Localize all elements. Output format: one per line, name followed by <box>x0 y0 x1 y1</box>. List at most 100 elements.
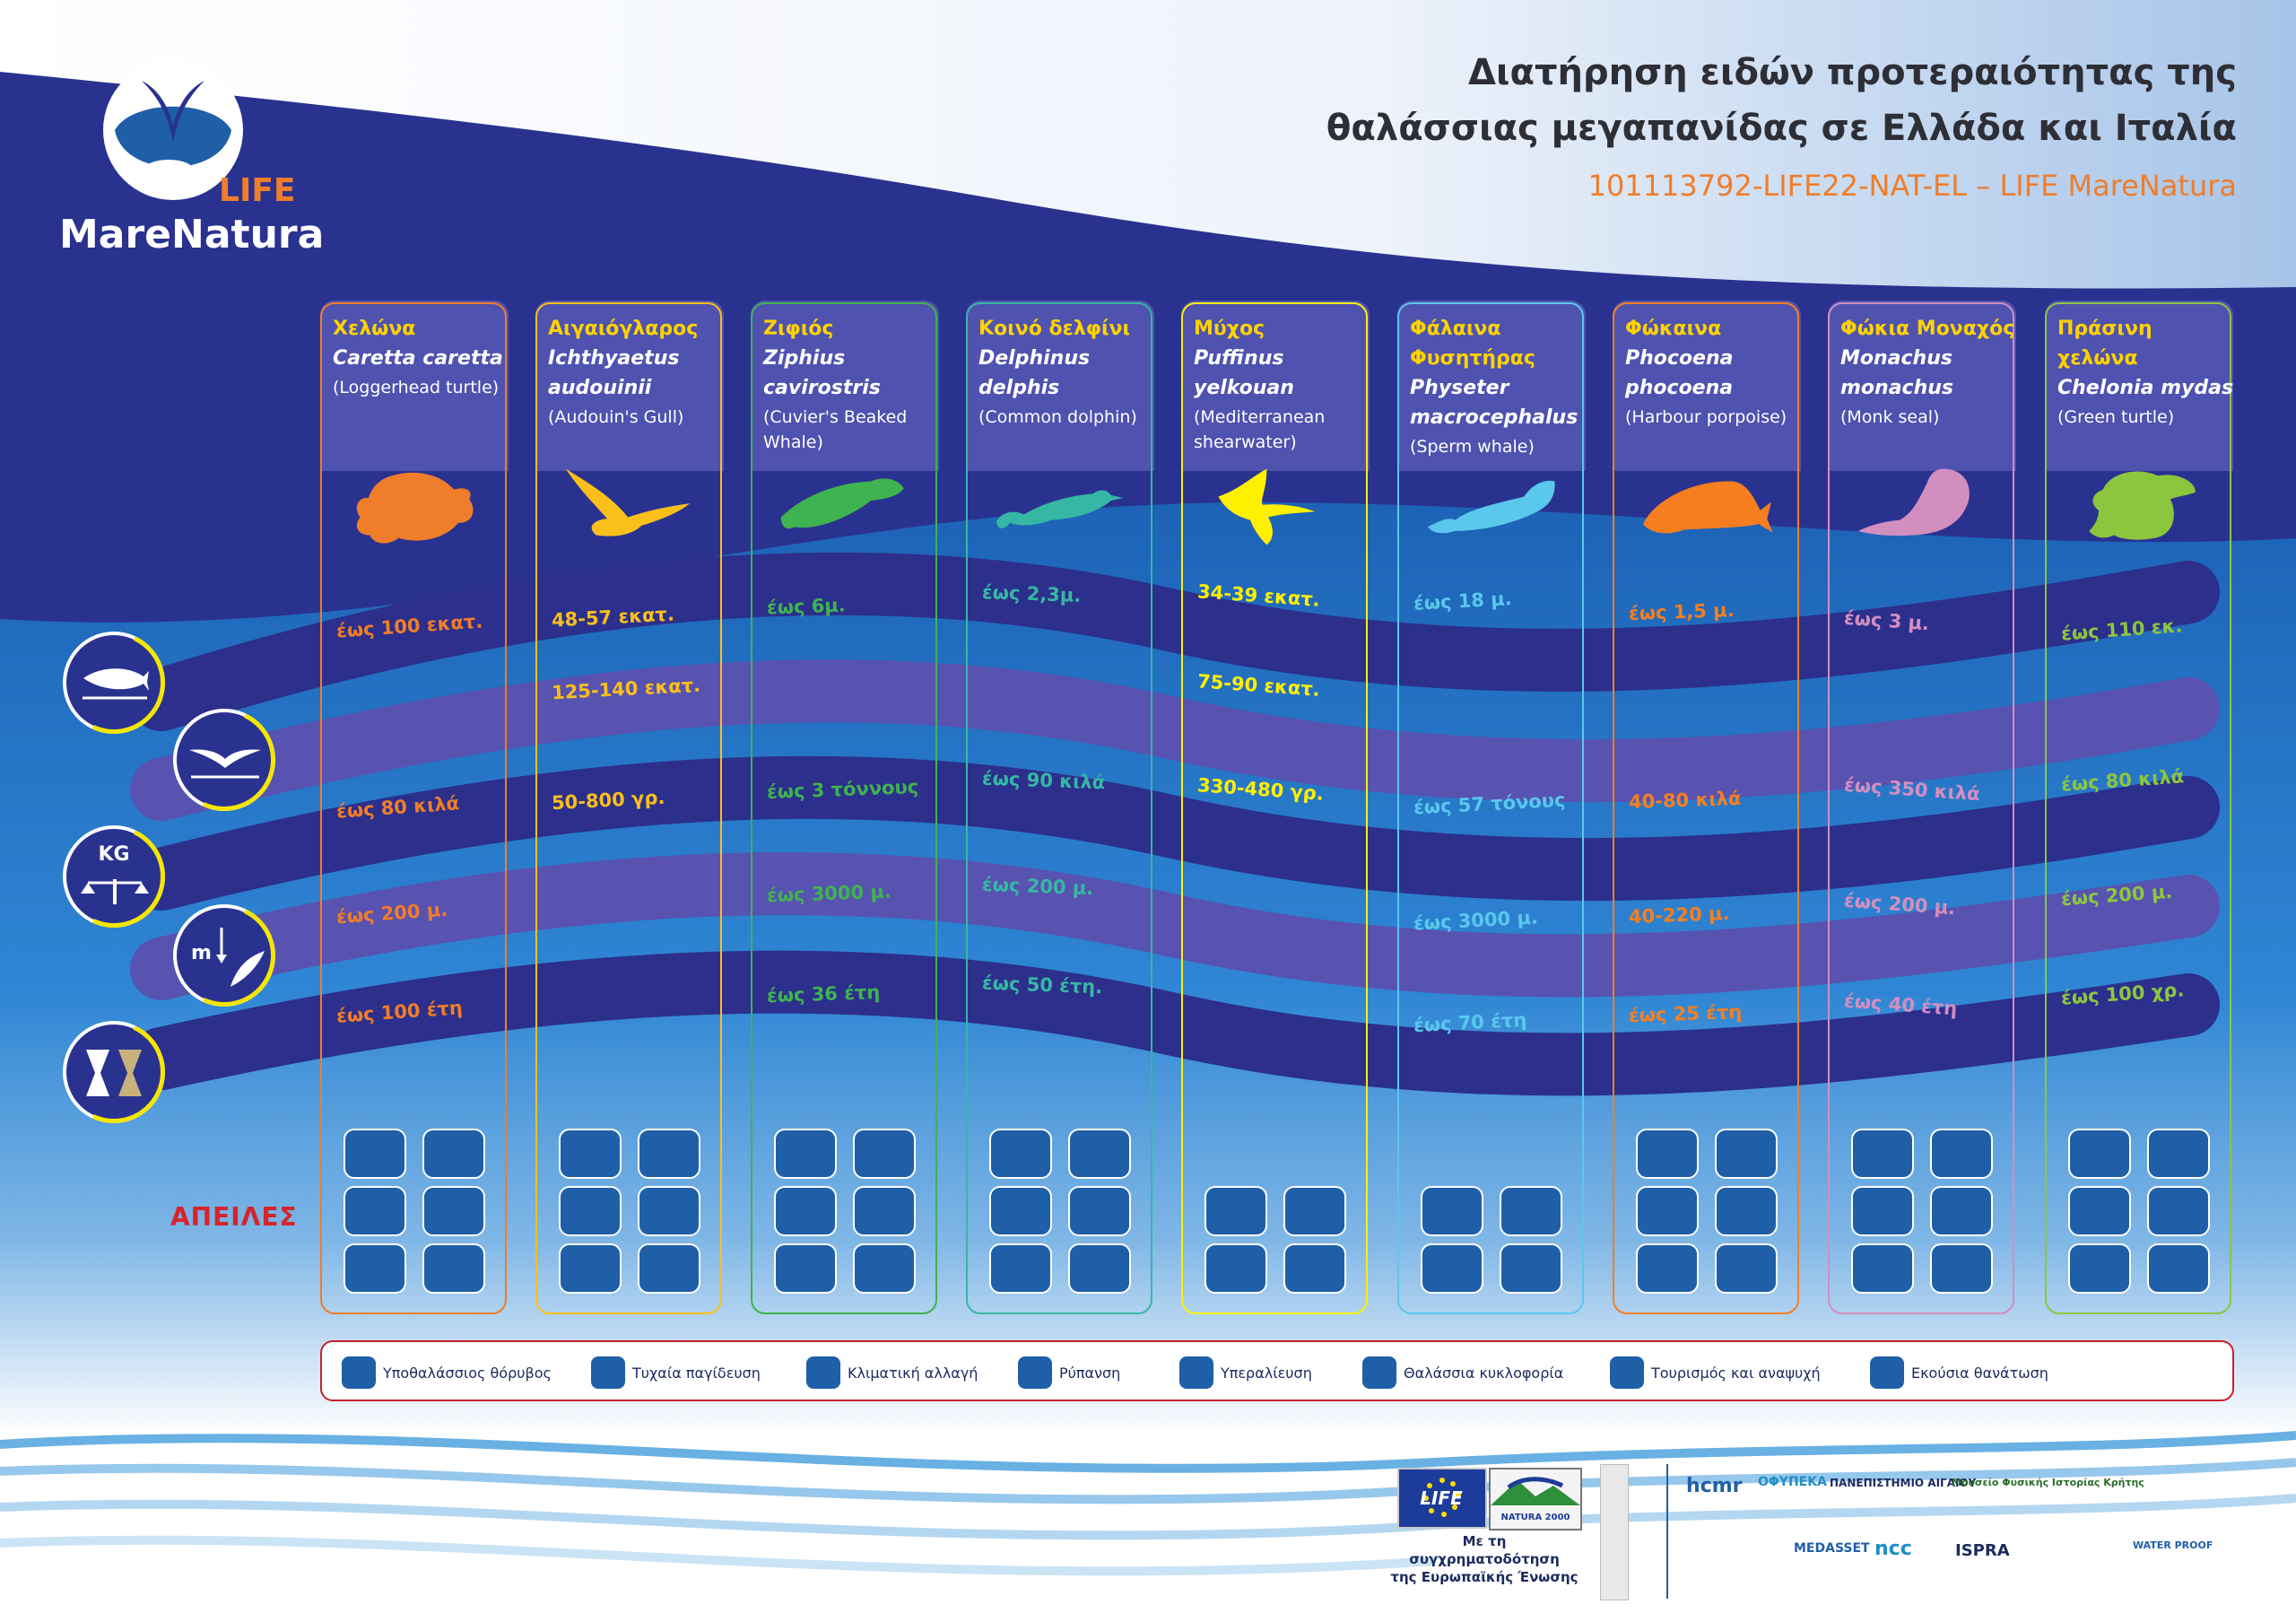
legend-label: Υποθαλάσσιος θόρυβος <box>383 1364 552 1382</box>
species-column <box>320 302 507 1314</box>
threat-icon <box>1851 1186 1914 1236</box>
species-column <box>1613 302 1799 1314</box>
threat-icon <box>989 1243 1052 1294</box>
column-header-bg <box>1181 301 1370 471</box>
species-common-name: (Mediterranean shearwater) <box>1194 407 1326 452</box>
species-header: Χελώνα Caretta caretta (Loggerhead turtle) <box>333 314 512 400</box>
logo-emblem-icon <box>103 60 243 200</box>
species-header: Μύχος Puffinus yelkouan (Mediterranean she… <box>1194 314 1373 455</box>
threat-icon <box>1283 1243 1346 1294</box>
species-scientific-name: Puffinus yelkouan <box>1194 347 1294 399</box>
threat-icon <box>1636 1243 1699 1294</box>
species-column <box>535 302 722 1314</box>
logo-name: MareNatura <box>59 212 325 257</box>
species-stat-value: έως 50 έτη. <box>981 972 1103 998</box>
threat-icon <box>422 1186 485 1236</box>
legend-label: Υπεραλίευση <box>1221 1364 1312 1382</box>
threat-icon <box>638 1243 700 1294</box>
threat-icon <box>1500 1186 1562 1236</box>
traffic-icon <box>1362 1356 1396 1389</box>
threat-icon <box>638 1129 700 1179</box>
threat-icon <box>1421 1243 1483 1294</box>
gull-icon <box>565 468 691 536</box>
threat-icon <box>1205 1186 1267 1236</box>
turtle-icon <box>356 472 474 544</box>
species-scientific-name: Caretta caretta <box>333 347 503 370</box>
threat-icon <box>1421 1186 1483 1236</box>
column-header-bg <box>1397 301 1586 471</box>
partner-emblems-strip <box>1600 1464 1629 1600</box>
legend-label: Τυχαία παγίδευση <box>632 1364 761 1382</box>
species-stat-value: έως 25 έτη <box>1628 1000 1743 1027</box>
title-line-1: Διατήρηση ειδών προτεραιότητας της <box>1467 52 2237 93</box>
species-common-name: (Common dolphin) <box>978 407 1137 427</box>
species-common-name: (Monk seal) <box>1840 407 1940 427</box>
seal-icon <box>1857 468 1970 536</box>
dolphin-icon <box>996 490 1124 528</box>
threat-icon <box>344 1186 406 1236</box>
legend-item: Εκούσια θανάτωση <box>1870 1356 2048 1389</box>
threat-icon <box>1636 1129 1699 1179</box>
noise-icon <box>342 1356 376 1389</box>
species-column <box>751 302 937 1314</box>
species-header: Φάλαινα Φυσητήρας Physeter macrocephalus (… <box>1410 314 1589 459</box>
legend-item: Υποθαλάσσιος θόρυβος <box>342 1356 552 1389</box>
threat-icon <box>1930 1243 1993 1294</box>
threats-legend: Υποθαλάσσιος θόρυβος Τυχαία παγίδευση Κλιμ… <box>320 1340 2234 1401</box>
species-stat-value: 40-80 κιλά <box>1628 787 1742 814</box>
species-scientific-name: Monachus monachus <box>1840 347 1954 399</box>
species-stat-value: 40-220 μ. <box>1628 903 1730 928</box>
threat-icon <box>1068 1243 1131 1294</box>
species-column <box>1828 302 2014 1314</box>
species-stat-value: έως 90 κιλά <box>981 767 1106 794</box>
overfishing-icon <box>1179 1356 1213 1389</box>
species-greek-name: Χελώνα <box>333 318 416 340</box>
partner-logo: MEDASSET <box>1794 1541 1870 1556</box>
legend-item: Κλιματική αλλαγή <box>806 1356 978 1389</box>
threat-icon <box>344 1243 406 1294</box>
legend-item: Ρύπανση <box>1018 1356 1120 1389</box>
column-header-bg <box>320 301 509 471</box>
funding-text: Με τη συγχρηματοδότηση της Ευρωπαϊκής Έν… <box>1386 1532 1583 1586</box>
species-greek-name: Πράσινη χελώνα <box>2057 318 2152 370</box>
threat-icon <box>1636 1186 1699 1236</box>
threat-icon <box>2147 1243 2210 1294</box>
species-common-name: (Cuvier's Beaked Whale) <box>763 407 908 452</box>
bottom-waves <box>0 1431 2296 1576</box>
funding-line-1: Με τη συγχρηματοδότηση <box>1409 1533 1560 1567</box>
threat-icon <box>2068 1129 2131 1179</box>
partner-logo: Μουσείο Φυσικής Ιστορίας Κρήτης <box>1952 1477 2144 1488</box>
species-greek-name: Κοινό δελφίνι <box>978 318 1131 340</box>
species-stat-value: έως 200 μ. <box>981 873 1094 900</box>
threat-icon <box>1851 1129 1914 1179</box>
tourism-icon <box>1610 1356 1644 1389</box>
species-greek-name: Αιγαιόγλαρος <box>548 318 699 340</box>
threat-icon <box>559 1186 622 1236</box>
species-stat-value: έως 6μ. <box>766 594 847 619</box>
legend-label: Θαλάσσια κυκλοφορία <box>1404 1364 1564 1382</box>
species-header: Ζιφιός Ziphius cavirostris (Cuvier's Beake… <box>763 314 943 455</box>
partner-logo: ncc <box>1874 1538 1912 1560</box>
natura2000-logo: NATURA 2000 <box>1489 1468 1582 1530</box>
marenatura-logo: LIFE MareNatura <box>54 45 324 260</box>
threat-icon <box>1205 1243 1267 1294</box>
threat-icon <box>853 1129 916 1179</box>
partner-logo: ISPRA <box>1955 1541 2010 1560</box>
threat-icon <box>1500 1243 1562 1294</box>
threat-icon <box>1283 1186 1346 1236</box>
species-common-name: (Green turtle) <box>2057 407 2175 427</box>
column-header-bg <box>966 301 1154 471</box>
eu-flag-logo <box>1397 1468 1487 1529</box>
weight-label: KG <box>98 843 130 866</box>
logo-life: LIFE <box>219 172 296 209</box>
threat-icon <box>1930 1129 1993 1179</box>
species-header: Φώκια Μοναχός Monachus monachus (Monk seal… <box>1840 314 2020 430</box>
natura2000-text: NATURA 2000 <box>1500 1513 1570 1522</box>
shearwater-icon <box>1218 468 1316 545</box>
threat-icon <box>559 1129 622 1179</box>
species-header: Φώκαινα Phocoena phocoena (Harbour porpois… <box>1625 314 1805 430</box>
species-scientific-name: Delphinus delphis <box>978 347 1091 399</box>
threat-icon <box>853 1243 916 1294</box>
wingspan-icon <box>158 693 291 826</box>
legend-label: Τουρισμός και αναψυχή <box>1651 1364 1821 1382</box>
